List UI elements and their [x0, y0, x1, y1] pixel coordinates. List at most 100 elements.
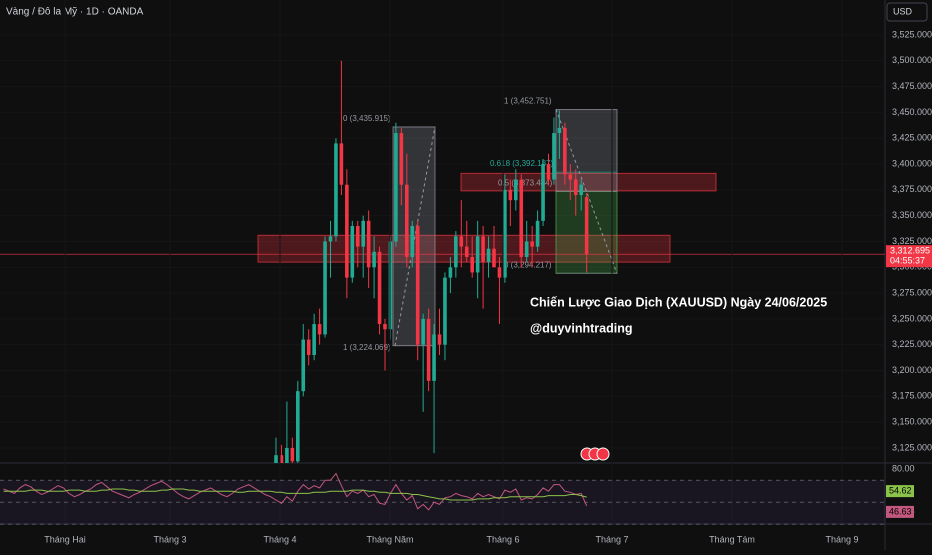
zone — [460, 172, 717, 192]
candle-body — [497, 267, 502, 278]
candle-body — [350, 225, 355, 278]
y-tick-label: 3,150.000 — [892, 417, 932, 427]
candle-body — [508, 189, 513, 201]
rsi-line — [3, 472, 588, 511]
candle-body — [492, 248, 496, 268]
candle-body — [541, 164, 545, 221]
y-tick-label: 3,175.000 — [892, 391, 932, 401]
candle-body — [361, 220, 365, 247]
y-tick-label: 3,400.000 — [892, 158, 932, 168]
candle-body — [552, 133, 556, 180]
candle-body — [524, 241, 529, 257]
candle-body — [274, 455, 278, 463]
candle-body — [448, 267, 453, 278]
x-tick-label: Tháng 4 — [263, 534, 296, 544]
candle-body — [579, 184, 583, 196]
candle-body — [323, 241, 327, 335]
symbol-title: Vàng / Đô la Mỹ · 1D · OANDA — [6, 7, 144, 18]
rsi-value-label: 54.62 — [889, 485, 912, 495]
candle-body — [312, 324, 316, 356]
candle-body — [437, 334, 442, 345]
candle-body — [301, 339, 306, 392]
candle-body — [405, 184, 409, 257]
rsi-tick-label: 80.00 — [892, 464, 915, 474]
x-tick-label: Tháng 9 — [825, 534, 858, 544]
y-tick-label: 3,525.000 — [892, 29, 932, 39]
y-tick-label: 3,225.000 — [892, 339, 932, 349]
countdown: 04:55:37 — [890, 256, 925, 266]
x-tick-label: Tháng Hai — [44, 534, 86, 544]
candle-body — [285, 447, 289, 463]
x-tick-label: Tháng 6 — [486, 534, 519, 544]
last-price-label: 3,312.695 — [890, 246, 930, 256]
x-tick-label: Tháng Tám — [709, 534, 755, 544]
candle-body — [426, 318, 431, 381]
candle-body — [459, 236, 464, 247]
candle-body — [519, 179, 524, 257]
fib-trend — [394, 109, 618, 346]
candle-body — [317, 324, 322, 335]
y-tick-label: 3,475.000 — [892, 81, 932, 91]
y-tick-label: 3,375.000 — [892, 184, 932, 194]
candle-body — [514, 179, 518, 201]
candle-body — [563, 127, 567, 175]
candle-body — [573, 179, 578, 196]
y-tick-label: 3,125.000 — [892, 442, 932, 452]
y-tick-label: 3,425.000 — [892, 133, 932, 143]
currency-button[interactable] — [886, 2, 928, 22]
candle-body — [366, 220, 371, 268]
y-tick-label: 3,325.000 — [892, 236, 932, 246]
candle-body — [279, 455, 284, 463]
y-tick-label: 3,450.000 — [892, 107, 932, 117]
candle-body — [443, 277, 447, 345]
candle-body — [415, 225, 420, 345]
candle-body — [394, 133, 398, 242]
y-tick-label: 3,250.000 — [892, 313, 932, 323]
candle-body — [454, 236, 458, 268]
fib-label: 1 (3,224.069) — [343, 343, 391, 352]
last-price-box — [886, 245, 932, 268]
fib-label: 1 (3,452.751) — [504, 97, 552, 106]
candle-body — [557, 127, 562, 134]
candle-body — [410, 225, 415, 257]
candle-body — [372, 251, 376, 268]
candle-body — [486, 248, 491, 263]
candle-body — [290, 447, 295, 462]
candle-body — [568, 174, 573, 180]
flag-icons — [580, 447, 610, 461]
annotation: @duyvinhtrading — [530, 321, 632, 335]
candle-body — [421, 318, 425, 345]
candle-body — [355, 225, 360, 247]
fib-label: 0.618 (3,392.187) — [490, 159, 553, 168]
rsi-line — [3, 488, 587, 501]
y-tick-label: 3,500.000 — [892, 55, 932, 65]
candle-body — [345, 184, 349, 278]
candle-body — [383, 324, 387, 330]
candle-body — [546, 164, 551, 180]
fib-label: 0 (3,435.915) — [343, 114, 391, 123]
x-tick-label: Tháng 7 — [595, 534, 628, 544]
y-tick-label: 3,350.000 — [892, 210, 932, 220]
candle-body — [535, 220, 540, 247]
candle-body — [296, 391, 300, 462]
candle-body — [470, 256, 474, 273]
fib-label: 0 (3,294.217) — [504, 260, 552, 269]
annotation: Chiến Lược Giao Dịch (XAUUSD) Ngày 24/06… — [530, 295, 827, 309]
candle-body — [334, 143, 338, 237]
currency[interactable]: USD — [893, 6, 913, 16]
y-tick-label: 3,200.000 — [892, 365, 932, 375]
candle-body — [399, 133, 404, 185]
price-pane: 0 (3,435.915) 1 (3,224.069) 1 (3,452.751) 0… — [0, 34, 885, 463]
candle-body — [464, 246, 469, 257]
candle-body — [475, 236, 480, 273]
candle-body — [530, 241, 534, 247]
candle-body — [481, 236, 485, 263]
candle-body — [377, 251, 382, 325]
fib-label: 0.5 (3,373.484) — [498, 179, 553, 188]
x-tick-label: Tháng 3 — [153, 534, 186, 544]
rsi-value-label: 46.63 — [889, 506, 912, 516]
candle-body — [584, 197, 589, 255]
